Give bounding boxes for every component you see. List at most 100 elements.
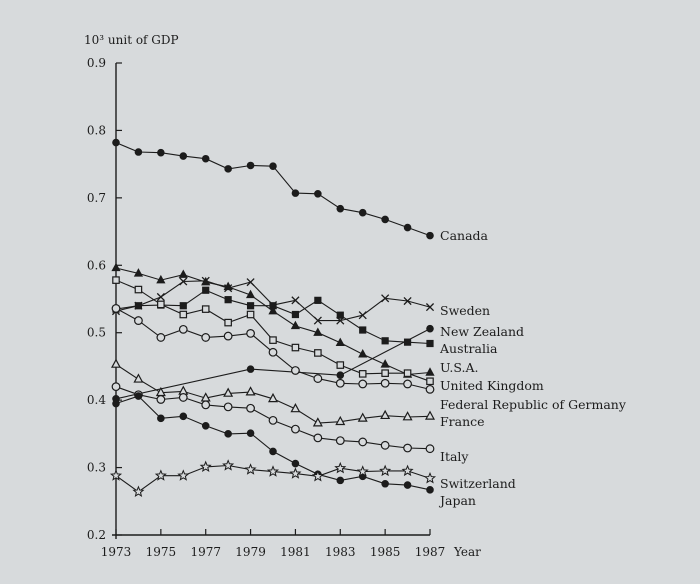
data-point-u-s-a: [313, 327, 323, 336]
x-tick-label: 1987: [415, 545, 446, 559]
data-point-canada: [358, 208, 367, 217]
data-point-australia: [134, 302, 143, 310]
data-point-canada: [157, 148, 165, 157]
data-point-canada: [179, 152, 188, 160]
data-point-italy: [335, 436, 345, 446]
y-tick-label: 0.6: [87, 258, 106, 272]
data-point-united-kingdom: [112, 276, 120, 284]
data-point-canada: [269, 162, 277, 170]
data-point-japan: [291, 459, 300, 468]
data-point-new-zealand: [336, 371, 345, 379]
series-label-sweden: Sweden: [440, 303, 490, 318]
data-point-united-kingdom: [291, 343, 300, 352]
data-point-u-s-a: [111, 262, 121, 272]
data-point-japan: [381, 479, 389, 488]
data-point-france: [245, 386, 256, 396]
data-point-japan: [426, 486, 434, 494]
series-label-u-s-a: U.S.A.: [440, 360, 478, 375]
data-point-switzerland: [199, 460, 212, 473]
data-point-u-s-a: [133, 268, 144, 277]
data-point-federal-republic-of-germany: [111, 304, 121, 313]
data-point-new-zealand: [426, 324, 434, 333]
data-point-sweden: [246, 278, 255, 287]
data-point-switzerland: [266, 465, 280, 477]
data-point-australia: [426, 339, 434, 348]
series-lines: [115, 142, 431, 493]
data-point-u-s-a: [201, 276, 211, 286]
data-point-united-kingdom: [134, 285, 143, 294]
data-point-canada: [112, 138, 120, 147]
data-point-u-s-a: [223, 281, 233, 291]
data-point-new-zealand: [246, 365, 255, 373]
data-point-france: [357, 412, 368, 422]
data-point-u-s-a: [425, 367, 435, 376]
data-point-japan: [246, 429, 255, 437]
data-point-switzerland: [311, 469, 324, 482]
data-point-switzerland: [244, 463, 257, 475]
data-point-australia: [314, 296, 322, 304]
y-tick-label: 0.3: [87, 461, 106, 475]
data-point-australia: [291, 310, 300, 319]
data-point-federal-republic-of-germany: [156, 333, 166, 342]
series-label-united-kingdom: United Kingdom: [440, 378, 544, 393]
data-point-japan: [201, 421, 210, 430]
data-point-france: [402, 411, 413, 421]
data-point-italy: [201, 400, 211, 410]
data-point-canada: [314, 190, 322, 198]
data-point-united-kingdom: [224, 318, 232, 327]
data-point-australia: [179, 302, 187, 310]
data-point-italy: [403, 443, 412, 453]
data-point-switzerland: [109, 469, 123, 481]
data-point-sweden: [179, 277, 188, 286]
data-point-australia: [359, 326, 367, 334]
series-markers: [109, 138, 437, 497]
data-point-australia: [403, 338, 412, 346]
series-line-u-s-a: [115, 267, 431, 376]
data-point-u-s-a: [245, 289, 256, 299]
data-point-switzerland: [132, 485, 145, 497]
data-point-federal-republic-of-germany: [134, 316, 143, 325]
data-point-federal-republic-of-germany: [335, 378, 345, 388]
data-point-switzerland: [334, 461, 347, 474]
data-point-federal-republic-of-germany: [380, 378, 390, 388]
data-point-australia: [224, 296, 232, 304]
data-point-italy: [380, 440, 390, 450]
data-point-italy: [358, 437, 368, 447]
y-tick-label: 0.2: [87, 528, 106, 542]
data-point-u-s-a: [380, 359, 390, 368]
data-point-united-kingdom: [314, 349, 322, 357]
data-point-canada: [201, 154, 210, 163]
series-label-federal-republic-of-germany: Federal Republic of Germany: [440, 397, 627, 412]
data-point-u-s-a: [335, 337, 345, 347]
data-point-france: [290, 403, 301, 413]
data-point-japan: [403, 481, 412, 489]
x-tick-label: 1981: [280, 545, 311, 559]
data-point-canada: [224, 165, 232, 173]
data-point-federal-republic-of-germany: [291, 366, 300, 375]
data-point-australia: [336, 311, 344, 319]
data-point-switzerland: [222, 459, 235, 471]
series-label-canada: Canada: [440, 228, 489, 243]
data-point-france: [380, 409, 391, 420]
data-point-canada: [134, 148, 143, 156]
data-point-italy: [223, 402, 233, 412]
data-point-canada: [403, 223, 412, 232]
data-point-united-kingdom: [179, 310, 188, 319]
data-point-sweden: [156, 292, 165, 302]
data-point-federal-republic-of-germany: [246, 328, 255, 338]
x-tick-label: 1977: [190, 545, 221, 559]
data-point-u-s-a: [156, 274, 166, 284]
data-point-switzerland: [289, 467, 302, 479]
data-point-australia: [246, 302, 255, 310]
data-point-united-kingdom: [157, 300, 165, 309]
data-point-federal-republic-of-germany: [403, 379, 412, 389]
data-point-canada: [336, 204, 345, 213]
data-point-sweden: [291, 296, 300, 305]
data-point-canada: [246, 161, 255, 170]
data-point-united-kingdom: [381, 369, 389, 377]
data-point-france: [335, 415, 346, 426]
y-tick-label: 0.5: [87, 326, 106, 340]
y-tick-label: 0.8: [87, 123, 106, 137]
data-point-japan: [336, 476, 345, 485]
data-point-united-kingdom: [403, 369, 412, 377]
